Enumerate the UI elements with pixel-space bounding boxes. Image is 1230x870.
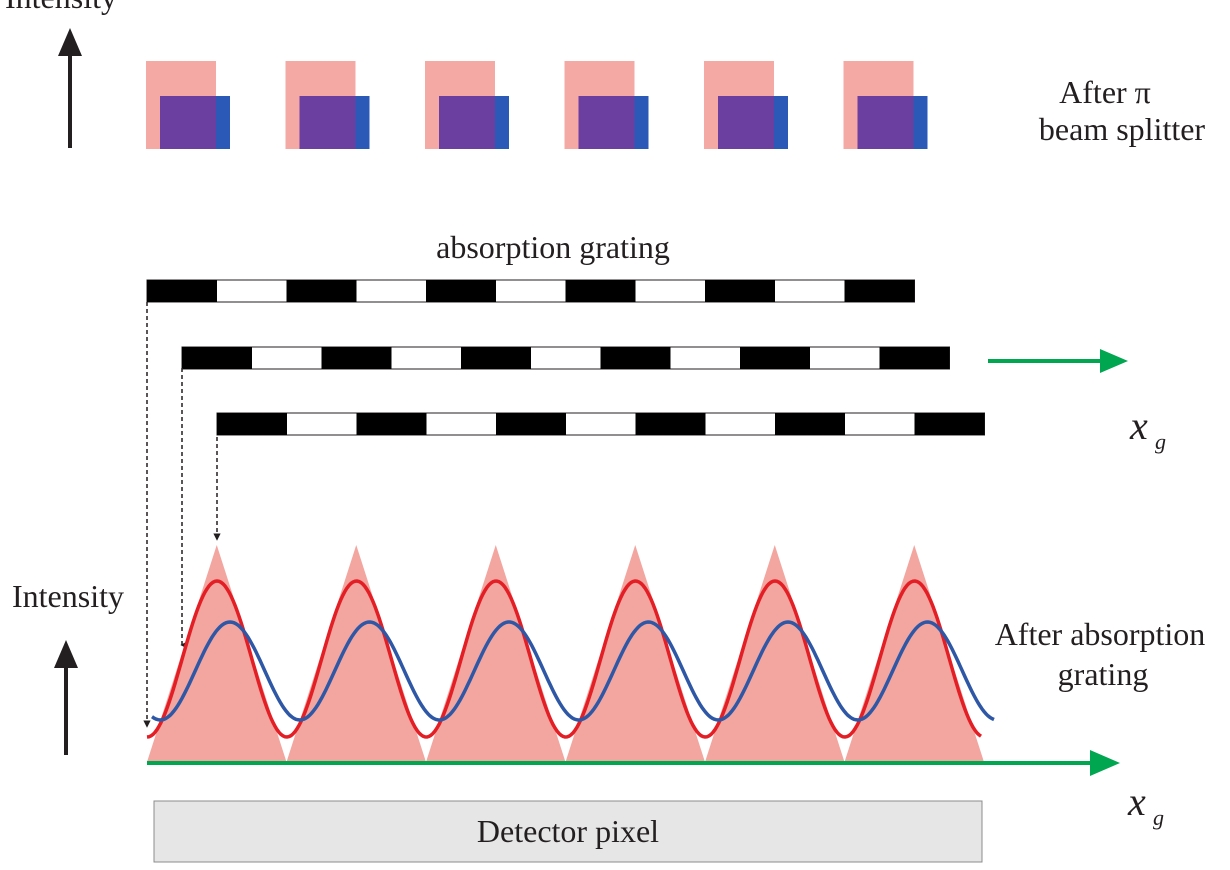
grating-bar (600, 347, 671, 369)
bottom-intensity-arrow (54, 640, 78, 755)
intensity-triangle (844, 545, 984, 762)
red-intensity-curve (146, 579, 983, 739)
grating-bar (879, 347, 950, 369)
top-intensity-arrow (58, 28, 82, 148)
grating-bar (705, 280, 775, 302)
x-axis-arrow (147, 750, 1120, 776)
xg-subscript-lower: g (1153, 805, 1164, 830)
grating-bar (914, 413, 985, 435)
blue-intensity-curve (150, 620, 995, 722)
purple-overlap (578, 96, 635, 149)
purple-overlap (160, 96, 216, 149)
grating-bar (844, 280, 915, 302)
grating-frame (181, 346, 950, 370)
absorption-gratings (146, 279, 985, 436)
grating-bar (356, 413, 427, 435)
beam-block (704, 61, 788, 149)
intensity-triangle (147, 545, 287, 762)
absorption-grating-label: absorption grating (436, 229, 670, 265)
xg-label-upper: x (1129, 403, 1148, 448)
grating-bar (286, 280, 357, 302)
grating-bar (635, 413, 706, 435)
after-pi-label-line2: beam splitter (1039, 111, 1206, 147)
grating-frame (216, 412, 985, 436)
beam-block (564, 61, 649, 149)
after-pi-label-line1: After π (1059, 74, 1151, 110)
grating-bar (182, 347, 252, 369)
xg-subscript-upper: g (1155, 429, 1166, 454)
purple-overlap (718, 96, 774, 149)
grating-bar (217, 413, 287, 435)
intensity-triangle (286, 545, 426, 762)
after-absorption-label-line1: After absorption (995, 616, 1206, 652)
grating-bar (565, 280, 636, 302)
grating-shift-arrow (988, 349, 1128, 373)
detector-pixel: Detector pixel (153, 800, 983, 863)
bottom-intensity-label: Intensity (12, 578, 124, 614)
xg-label-lower: x (1127, 779, 1146, 824)
grating-bar (461, 347, 531, 369)
beam-block (146, 61, 230, 149)
beam-splitter-blocks (146, 61, 928, 149)
beam-block (285, 61, 370, 149)
grating (181, 346, 950, 370)
grating-bar (496, 413, 566, 435)
intensity-triangle (705, 545, 845, 762)
grating (146, 279, 915, 303)
purple-overlap (439, 96, 495, 149)
grating-bar (147, 280, 217, 302)
purple-overlap (299, 96, 356, 149)
after-absorption-label-line2: grating (1058, 656, 1149, 692)
top-intensity-label: Intensity (5, 0, 117, 15)
intensity-triangle (565, 545, 705, 762)
beam-block (843, 61, 928, 149)
grating-bar (426, 280, 496, 302)
grating-bar (775, 413, 845, 435)
purple-overlap (857, 96, 914, 149)
grating-bar (321, 347, 392, 369)
beam-block (425, 61, 509, 149)
dashed-connectors (143, 302, 221, 728)
grating-bar (740, 347, 810, 369)
intensity-triangles (147, 545, 984, 762)
grating (216, 412, 985, 436)
grating-frame (146, 279, 915, 303)
detector-pixel-label: Detector pixel (477, 813, 659, 849)
intensity-triangle (426, 545, 566, 762)
